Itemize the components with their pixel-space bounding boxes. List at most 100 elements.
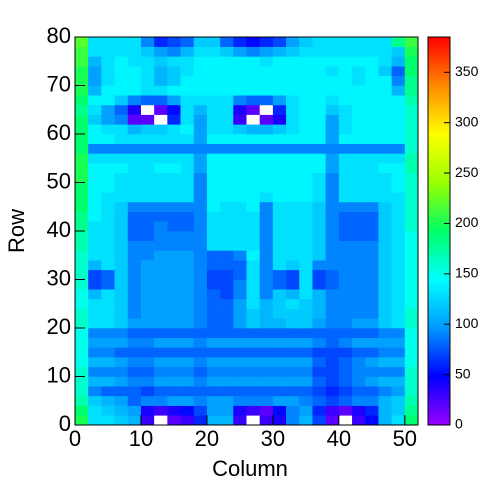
cell [101, 250, 115, 261]
cell [114, 376, 129, 387]
cell [404, 279, 419, 290]
cell [206, 279, 221, 290]
cell [391, 289, 406, 300]
cell [88, 37, 102, 47]
cell [365, 153, 379, 164]
cell [180, 240, 195, 251]
cell [88, 289, 102, 300]
cell [167, 386, 181, 397]
cell [220, 95, 234, 106]
cell [220, 37, 234, 47]
cell [352, 347, 366, 358]
cell [352, 318, 366, 329]
cell [101, 328, 115, 338]
cell [88, 114, 102, 125]
cell [259, 95, 274, 106]
cell [312, 328, 326, 338]
cell [259, 260, 274, 271]
cell [272, 269, 287, 280]
cell [127, 240, 142, 251]
cell [286, 134, 300, 144]
cell [233, 260, 247, 271]
cell [101, 231, 115, 241]
cell [365, 192, 379, 203]
cell [365, 386, 379, 397]
cell [220, 211, 234, 222]
cell [286, 211, 300, 222]
cell [299, 386, 313, 397]
cell [365, 298, 379, 309]
cell [378, 405, 392, 416]
cell [338, 46, 353, 57]
cell [325, 347, 340, 358]
cell [101, 114, 115, 125]
cell [154, 347, 168, 358]
cell [338, 37, 353, 47]
cell [140, 134, 155, 144]
cell [286, 366, 300, 377]
cell [272, 376, 287, 387]
cell [75, 75, 89, 86]
cell [180, 318, 195, 329]
cell [338, 298, 353, 309]
cell [114, 395, 129, 406]
cell [167, 182, 181, 193]
cell [220, 386, 234, 397]
cell [88, 318, 102, 329]
cell [312, 347, 326, 358]
cell [338, 211, 353, 222]
cell [233, 85, 247, 96]
cell [312, 279, 326, 290]
cell [193, 66, 208, 77]
cell [299, 260, 313, 271]
cell [193, 347, 208, 358]
cell [272, 66, 287, 77]
cell [391, 143, 406, 154]
cell [378, 95, 392, 106]
cell [101, 260, 115, 271]
cell [193, 182, 208, 193]
cell [338, 172, 353, 183]
cell [220, 172, 234, 183]
cell [352, 357, 366, 368]
cell [246, 201, 260, 212]
cell [404, 66, 419, 77]
cell [88, 211, 102, 222]
cell [88, 231, 102, 241]
cell [193, 75, 208, 86]
cell [391, 75, 406, 86]
cell [404, 328, 419, 338]
cell [272, 221, 287, 232]
cell [140, 104, 155, 115]
cell [325, 163, 340, 174]
cell [325, 95, 340, 106]
cell [206, 37, 221, 47]
cell [233, 289, 247, 300]
cell [259, 153, 274, 164]
cell [325, 318, 340, 329]
cell [286, 405, 300, 416]
cell [206, 143, 221, 154]
cell [259, 163, 274, 174]
cell [365, 269, 379, 280]
cell [167, 46, 181, 57]
cell [101, 95, 115, 106]
cell [365, 250, 379, 261]
cell [206, 328, 221, 338]
cell [220, 240, 234, 251]
cell [101, 366, 115, 377]
cell [140, 308, 155, 319]
cell [233, 66, 247, 77]
cell [220, 124, 234, 135]
cell [299, 221, 313, 232]
cell [88, 172, 102, 183]
cell [246, 318, 260, 329]
y-tick-label: 70 [47, 71, 71, 96]
cell [259, 250, 274, 261]
cell [338, 405, 353, 416]
cell [75, 395, 89, 406]
cell [404, 143, 419, 154]
cell [404, 231, 419, 241]
cell [272, 308, 287, 319]
y-tick-label: 30 [47, 265, 71, 290]
